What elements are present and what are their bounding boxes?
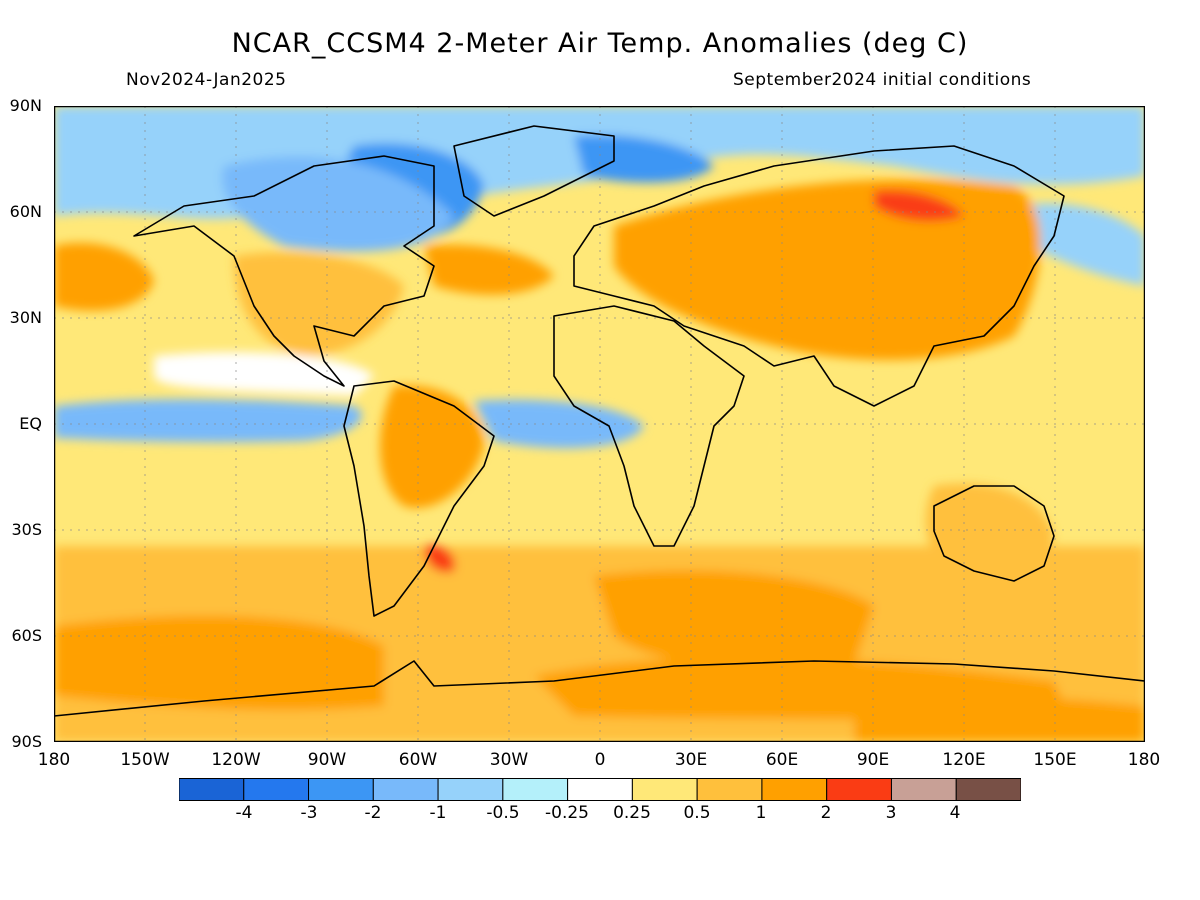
map-frame: [54, 106, 1145, 742]
colorbar-label: 2: [820, 803, 832, 823]
colorbar-swatch: [696, 778, 763, 801]
map-title: NCAR_CCSM4 2-Meter Air Temp. Anomalies (…: [231, 28, 969, 59]
map-gridlines: [54, 106, 1145, 742]
north-atlantic-warm: [424, 244, 554, 295]
colorbar-label: -3: [300, 803, 318, 823]
lon-label: 120W: [211, 750, 261, 770]
south-america-coast: [343, 380, 495, 617]
canada-cold-outer: [222, 156, 454, 252]
lat-label: EQ: [19, 414, 42, 433]
lon-label: 90W: [307, 750, 347, 770]
colorbar-swatch: [631, 778, 698, 801]
colorbar-label: 0.25: [613, 803, 651, 823]
lon-label: 60W: [398, 750, 438, 770]
greenland-cool: [574, 135, 714, 183]
lon-label: 30W: [489, 750, 529, 770]
colorbar-swatch: [826, 778, 892, 801]
colorbar-swatch: [761, 778, 828, 801]
lat-label: 30S: [11, 520, 42, 539]
colorbar-swatch: [437, 778, 504, 801]
lon-label: 0: [594, 750, 606, 770]
coastlines: [54, 125, 1145, 717]
southern-indian-warm: [854, 696, 1145, 742]
pacific-neutral-zone: [154, 352, 374, 396]
pacific-cold-tongue: [54, 399, 362, 443]
colorbar-swatch: [890, 778, 957, 801]
south-atlantic-warm: [594, 570, 874, 670]
colorbar-label: -0.25: [545, 803, 589, 823]
australia-warm: [925, 483, 1054, 580]
lon-label: 180: [1127, 750, 1161, 770]
antarctica-coast: [54, 660, 1145, 717]
lon-label: 120E: [942, 750, 986, 770]
forecast-period: Nov2024-Jan2025: [126, 70, 287, 90]
colorbar-swatch: [372, 778, 439, 801]
lon-label: 60E: [765, 750, 799, 770]
east-siberia-cool: [1014, 203, 1145, 286]
north-america-warm: [234, 252, 404, 356]
eurasia-coast: [573, 145, 1065, 407]
colorbar-swatch: [179, 778, 245, 801]
lat-label: 60N: [9, 202, 42, 221]
colorbar-swatch: [308, 778, 374, 801]
siberia-hot-spot: [874, 190, 964, 222]
colorbar-label: -4: [235, 803, 253, 823]
north-america-coast: [133, 155, 435, 387]
colorbar-label: 3: [885, 803, 897, 823]
colorbar-swatch: [567, 778, 633, 801]
lon-label: 150E: [1033, 750, 1077, 770]
australia-coast: [933, 485, 1055, 582]
lon-label: 90E: [856, 750, 890, 770]
eurasia-warm: [614, 179, 1041, 360]
colorbar: [179, 778, 1021, 801]
colorbar-label: 4: [949, 803, 961, 823]
lat-label: 60S: [11, 626, 42, 645]
colorbar-label: -2: [364, 803, 382, 823]
colorbar-swatch: [243, 778, 310, 801]
colorbar-swatch: [955, 778, 1021, 801]
south-america-warm: [380, 385, 484, 508]
lat-label: 90N: [9, 96, 42, 115]
lon-label: 150W: [120, 750, 170, 770]
lat-label: 30N: [9, 308, 42, 327]
colorbar-swatch: [502, 778, 569, 801]
colorbar-label: -0.5: [486, 803, 520, 823]
initial-conditions: September2024 initial conditions: [733, 70, 1032, 90]
anomaly-map: [54, 106, 1145, 742]
greenland-coast: [453, 125, 615, 217]
north-pacific-warm: [54, 242, 154, 311]
lon-label: 180: [37, 750, 71, 770]
colorbar-label: -1: [429, 803, 447, 823]
africa-coast: [553, 305, 745, 547]
south-pacific-warm: [54, 615, 384, 711]
colorbar-label: 1: [755, 803, 767, 823]
colorbar-label: 0.5: [683, 803, 711, 823]
lon-label: 30E: [674, 750, 708, 770]
lat-label: 90S: [11, 732, 42, 751]
